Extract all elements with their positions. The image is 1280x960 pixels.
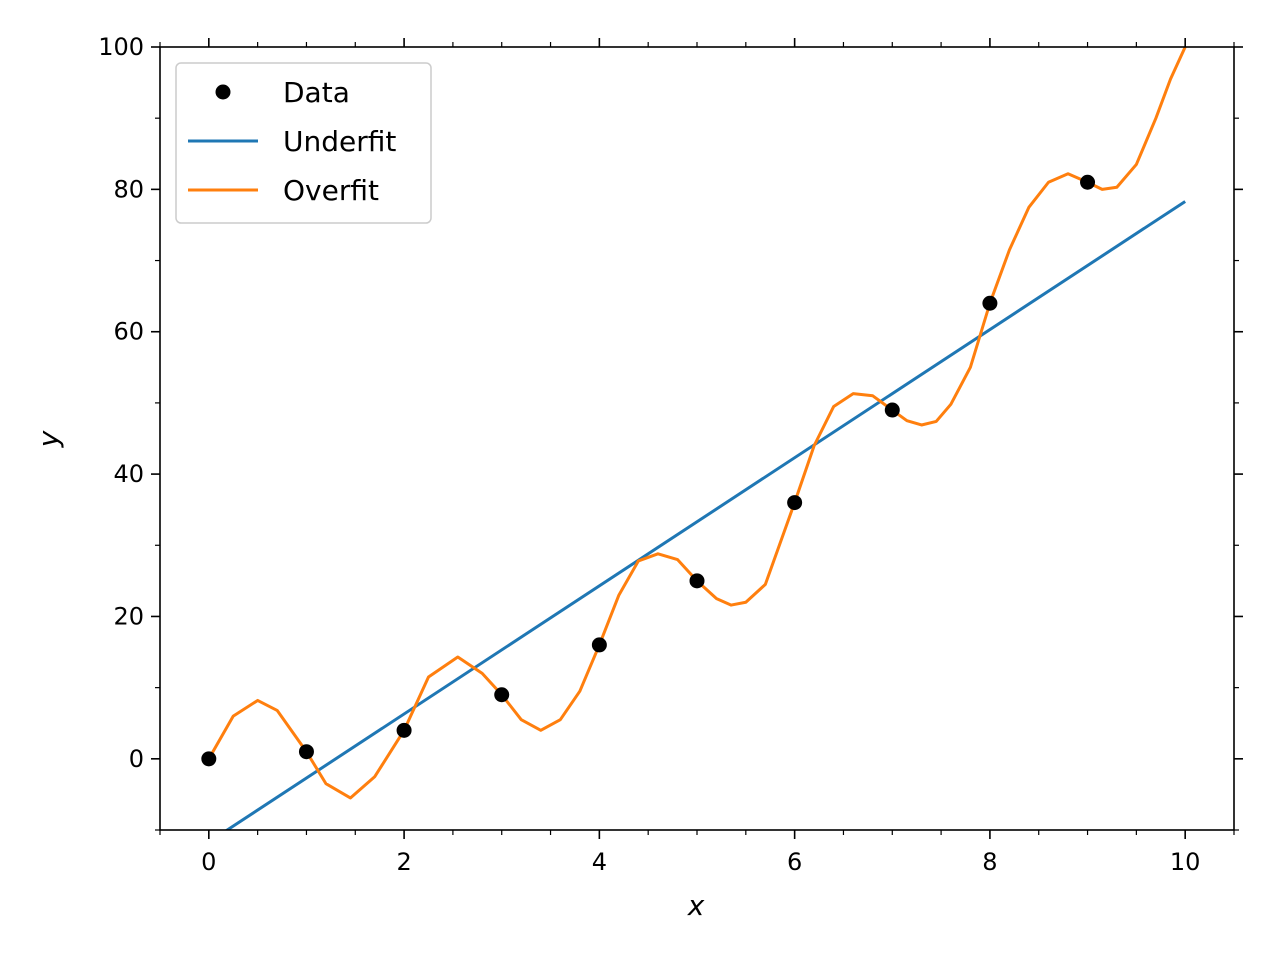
x-tick-label: 2	[396, 848, 411, 876]
y-tick-label: 80	[113, 175, 144, 203]
data-point	[201, 751, 217, 767]
data-point	[591, 637, 607, 653]
y-tick-label: 40	[113, 460, 144, 488]
legend-marker-data	[215, 84, 231, 100]
y-tick-label: 0	[129, 745, 144, 773]
x-axis-label: x	[687, 889, 705, 922]
legend-label-overfit: Overfit	[283, 174, 379, 207]
legend-label-underfit: Underfit	[283, 125, 396, 158]
x-tick-label: 10	[1170, 848, 1201, 876]
x-tick-label: 8	[982, 848, 997, 876]
legend: Data Underfit Overfit	[175, 62, 432, 224]
data-point	[396, 722, 412, 738]
x-tick-label: 0	[201, 848, 216, 876]
y-tick-label: 20	[113, 602, 144, 630]
x-tick-label: 4	[592, 848, 607, 876]
data-point	[1080, 174, 1096, 190]
x-tick-label: 6	[787, 848, 802, 876]
series-layer	[201, 47, 1187, 830]
legend-label-data: Data	[283, 76, 350, 109]
data-point	[787, 495, 803, 511]
data-point	[494, 687, 510, 703]
data-point	[298, 744, 314, 760]
data-point	[884, 402, 900, 418]
data-point	[982, 295, 998, 311]
series-line-overfit	[207, 47, 1187, 800]
y-axis-label: y	[32, 430, 65, 448]
legend-box	[175, 62, 432, 224]
y-tick-label: 100	[98, 33, 144, 61]
y-tick-label: 60	[113, 318, 144, 346]
series-line-underfit	[224, 200, 1187, 830]
data-point	[689, 573, 705, 589]
